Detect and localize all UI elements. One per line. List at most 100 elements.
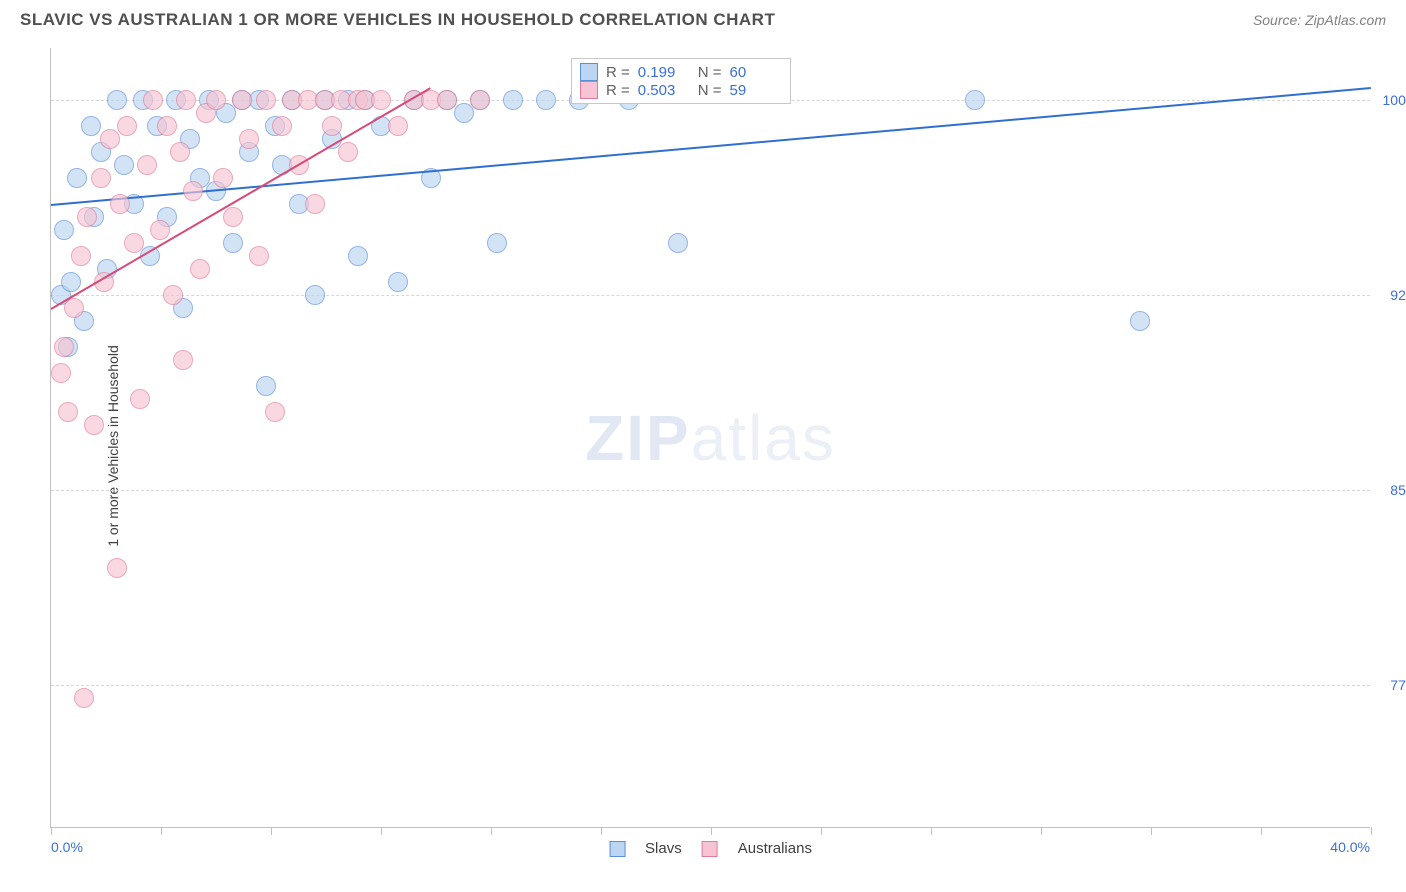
- data-point: [71, 246, 91, 266]
- data-point: [176, 90, 196, 110]
- data-point: [170, 142, 190, 162]
- data-point: [305, 285, 325, 305]
- x-tick: [161, 827, 162, 835]
- plot-area: ZIPatlas 0.0% 40.0% Slavs Australians 77…: [50, 48, 1370, 828]
- data-point: [454, 103, 474, 123]
- data-point: [61, 272, 81, 292]
- data-point: [348, 246, 368, 266]
- data-point: [206, 90, 226, 110]
- data-point: [54, 337, 74, 357]
- x-tick: [601, 827, 602, 835]
- x-axis-min-label: 0.0%: [51, 839, 83, 855]
- data-point: [223, 207, 243, 227]
- stats-row: R = 0.199 N = 60: [580, 63, 782, 81]
- x-tick: [1261, 827, 1262, 835]
- gridline: [51, 685, 1370, 686]
- chart-header: SLAVIC VS AUSTRALIAN 1 OR MORE VEHICLES …: [0, 0, 1406, 38]
- y-tick-label: 100.0%: [1376, 92, 1406, 108]
- data-point: [74, 688, 94, 708]
- data-point: [84, 415, 104, 435]
- chart-title: SLAVIC VS AUSTRALIAN 1 OR MORE VEHICLES …: [20, 10, 775, 30]
- data-point: [388, 272, 408, 292]
- data-point: [239, 129, 259, 149]
- data-point: [338, 142, 358, 162]
- data-point: [487, 233, 507, 253]
- x-tick: [271, 827, 272, 835]
- data-point: [190, 259, 210, 279]
- x-tick: [1041, 827, 1042, 835]
- data-point: [272, 116, 292, 136]
- x-axis-max-label: 40.0%: [1330, 839, 1370, 855]
- data-point: [77, 207, 97, 227]
- gridline: [51, 295, 1370, 296]
- data-point: [130, 389, 150, 409]
- x-tick: [821, 827, 822, 835]
- x-tick: [491, 827, 492, 835]
- data-point: [536, 90, 556, 110]
- x-tick: [1371, 827, 1372, 835]
- data-point: [470, 90, 490, 110]
- data-point: [305, 194, 325, 214]
- data-point: [183, 181, 203, 201]
- data-point: [107, 90, 127, 110]
- data-point: [173, 350, 193, 370]
- x-tick: [1151, 827, 1152, 835]
- bottom-legend: Slavs Australians: [609, 840, 812, 857]
- x-tick: [51, 827, 52, 835]
- x-tick: [931, 827, 932, 835]
- data-point: [388, 116, 408, 136]
- stats-swatch: [580, 81, 598, 99]
- data-point: [371, 90, 391, 110]
- data-point: [213, 168, 233, 188]
- data-point: [965, 90, 985, 110]
- data-point: [117, 116, 137, 136]
- data-point: [223, 233, 243, 253]
- data-point: [143, 90, 163, 110]
- legend-label-slavs: Slavs: [645, 840, 682, 857]
- data-point: [124, 233, 144, 253]
- data-point: [503, 90, 523, 110]
- data-point: [163, 285, 183, 305]
- r-value: 0.503: [638, 82, 690, 99]
- r-value: 0.199: [638, 64, 690, 81]
- data-point: [67, 168, 87, 188]
- r-label: R =: [606, 64, 630, 81]
- y-tick-label: 85.0%: [1376, 482, 1406, 498]
- watermark: ZIPatlas: [585, 401, 836, 475]
- data-point: [256, 376, 276, 396]
- data-point: [1130, 311, 1150, 331]
- data-point: [107, 558, 127, 578]
- gridline: [51, 490, 1370, 491]
- data-point: [249, 246, 269, 266]
- r-label: R =: [606, 82, 630, 99]
- stats-row: R =0.503N =59: [580, 81, 782, 99]
- data-point: [157, 116, 177, 136]
- data-point: [51, 363, 71, 383]
- n-value: 60: [730, 64, 782, 81]
- data-point: [668, 233, 688, 253]
- data-point: [91, 168, 111, 188]
- data-point: [100, 129, 120, 149]
- data-point: [150, 220, 170, 240]
- data-point: [110, 194, 130, 214]
- data-point: [137, 155, 157, 175]
- y-tick-label: 77.5%: [1376, 677, 1406, 693]
- legend-swatch-australians: [702, 841, 718, 857]
- data-point: [232, 90, 252, 110]
- legend-swatch-slavs: [609, 841, 625, 857]
- data-point: [256, 90, 276, 110]
- stats-box: R =0.199N =60R =0.503N =59: [571, 58, 791, 104]
- x-tick: [711, 827, 712, 835]
- data-point: [265, 402, 285, 422]
- data-point: [437, 90, 457, 110]
- y-tick-label: 92.5%: [1376, 287, 1406, 303]
- n-label: N =: [698, 82, 722, 99]
- data-point: [58, 402, 78, 422]
- data-point: [64, 298, 84, 318]
- data-point: [81, 116, 101, 136]
- data-point: [322, 116, 342, 136]
- chart-source: Source: ZipAtlas.com: [1253, 12, 1386, 28]
- data-point: [114, 155, 134, 175]
- stats-swatch: [580, 63, 598, 81]
- n-label: N =: [698, 64, 722, 81]
